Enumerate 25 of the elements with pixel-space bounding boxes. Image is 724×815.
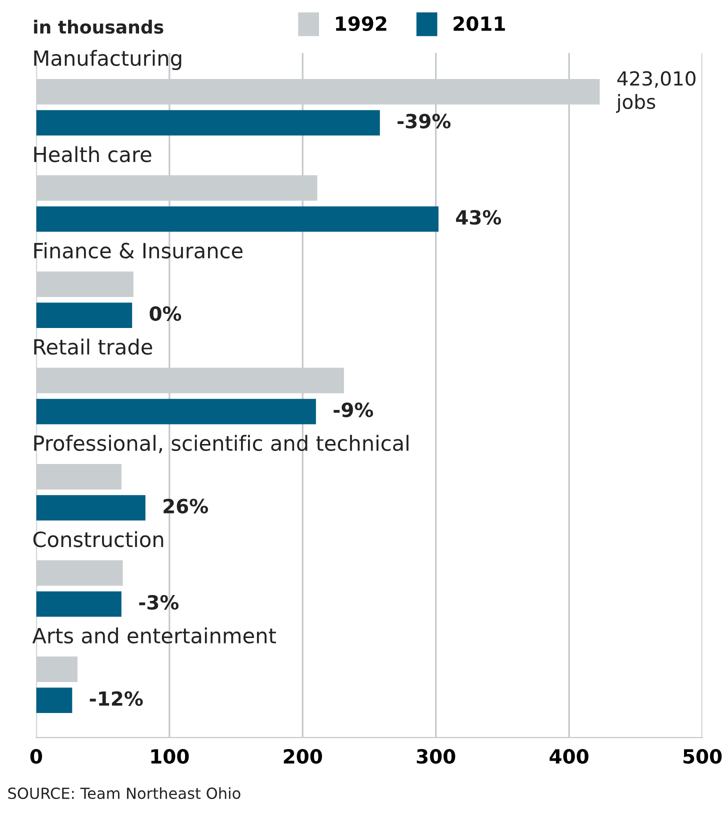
y-tick-label: Retail trade [34, 338, 152, 355]
annotation: 0% [150, 306, 182, 321]
y-tick-label: Manufacturing [34, 50, 182, 70]
source-note: SOURCE: Team Northeast Ohio [8, 787, 240, 800]
x-tick-label: 0 [30, 749, 42, 764]
annotation: -39% [398, 114, 451, 128]
x-tick-label: 500 [683, 749, 722, 764]
y-tick-label: Finance & Insurance [34, 242, 243, 259]
annotation: 43% [456, 210, 502, 225]
annotation: 26% [164, 498, 208, 514]
annotation: 423,010 jobs [616, 71, 696, 113]
x-tick-label: 200 [284, 749, 322, 764]
y-tick-label: Arts and entertainment [32, 627, 276, 644]
x-tick-label: 100 [151, 749, 189, 764]
legend-label: 2011 [454, 16, 505, 31]
y-tick-label: Professional, scientific and technical [34, 434, 408, 454]
legend-label: 1992 [336, 16, 386, 31]
y-tick-label: Health care [34, 146, 152, 162]
y-tick-label: Construction [33, 531, 164, 548]
x-tick-label: 400 [550, 749, 588, 764]
chart-subtitle: in thousands [34, 20, 164, 34]
annotation: -12% [90, 691, 143, 706]
annotation: -9% [334, 402, 374, 418]
x-tick-label: 300 [416, 749, 456, 764]
annotation: -3% [139, 595, 179, 610]
